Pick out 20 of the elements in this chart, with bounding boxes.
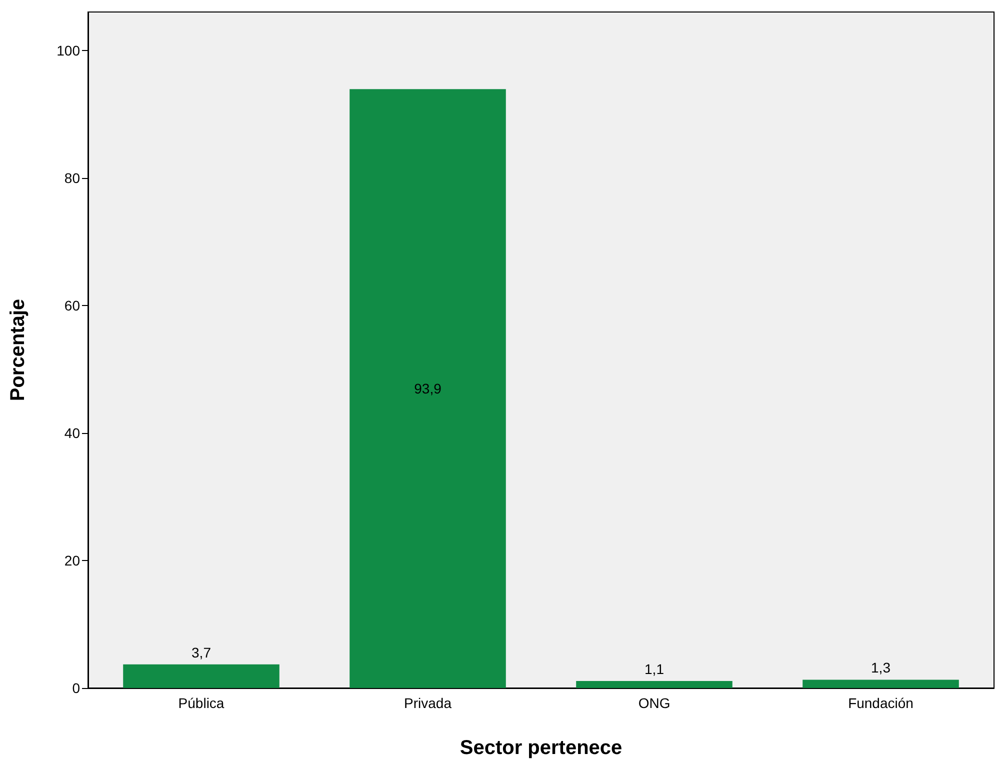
y-tick-label: 100 bbox=[56, 42, 80, 58]
x-axis-title: Sector pertenece bbox=[460, 737, 622, 759]
bar bbox=[123, 664, 280, 688]
data-label: 3,7 bbox=[192, 644, 212, 660]
bar bbox=[576, 680, 732, 688]
x-tick-label: Fundación bbox=[848, 695, 914, 711]
x-tick-label: Privada bbox=[404, 695, 452, 711]
bar bbox=[350, 89, 506, 688]
data-label: 93,9 bbox=[414, 380, 442, 397]
x-tick-label: Pública bbox=[178, 695, 224, 711]
data-label: 1,1 bbox=[644, 660, 664, 677]
y-tick-label: 40 bbox=[64, 424, 80, 441]
bar bbox=[802, 680, 959, 688]
y-tick-label: 80 bbox=[64, 170, 80, 186]
y-tick-label: 60 bbox=[64, 297, 80, 314]
y-axis-title: Porcentaje bbox=[7, 298, 29, 402]
x-tick-label: ONG bbox=[638, 695, 670, 711]
y-tick-label: 0 bbox=[72, 680, 80, 696]
y-tick-label: 20 bbox=[64, 552, 80, 568]
data-label: 1,3 bbox=[871, 660, 891, 676]
